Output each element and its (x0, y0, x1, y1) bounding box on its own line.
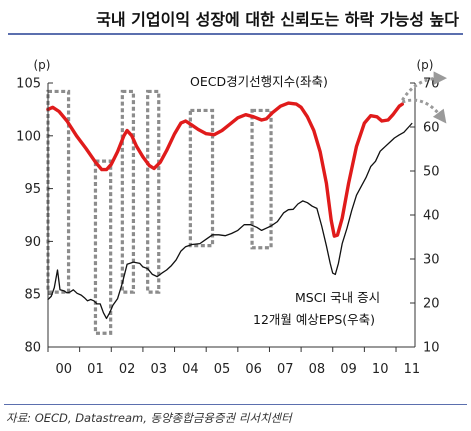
left-tick-label: 100 (16, 129, 41, 144)
right-tick-label: 40 (423, 209, 440, 224)
x-tick-label: 06 (245, 362, 262, 377)
highlight-box (250, 108, 273, 250)
x-tick-label: 11 (404, 362, 421, 377)
highlight-box (46, 89, 71, 294)
left-axis-unit: (p) (34, 58, 51, 72)
x-tick-label: 03 (150, 362, 167, 377)
series-group (46, 101, 413, 320)
right-tick-label: 20 (423, 297, 440, 312)
page-title: 국내 기업이익 성장에 대한 신뢰도는 하락 가능성 높다 (96, 10, 459, 29)
x-tick-label: 10 (372, 362, 389, 377)
oecd-leading-index-line (46, 101, 404, 238)
right-tick-label: 10 (423, 341, 440, 356)
x-tick-label: 02 (119, 362, 136, 377)
right-tick-label: 30 (423, 253, 440, 268)
left-tick-label: 90 (24, 235, 41, 250)
forecast-arrow-down (401, 98, 447, 124)
title-divider (8, 33, 463, 35)
right-tick-label: 60 (423, 121, 440, 136)
left-tick-label: 85 (24, 288, 41, 303)
forecast-arrows (401, 71, 448, 124)
legend-oecd-label: OECD경기선행지수(좌축) (190, 74, 328, 89)
x-tick-label: 00 (56, 362, 73, 377)
highlight-boxes (46, 89, 273, 335)
x-tick-label: 09 (340, 362, 357, 377)
right-axis-unit: (p) (417, 58, 434, 72)
legend-msci-label-line1: MSCI 국내 증시 (295, 290, 380, 305)
x-tick-label: 01 (87, 362, 104, 377)
highlight-box (188, 108, 215, 248)
highlight-box (146, 89, 161, 294)
left-tick-label: 95 (24, 182, 41, 197)
x-tick-label: 07 (277, 362, 294, 377)
highlight-box (93, 159, 113, 335)
legend-msci-label-line2: 12개월 예상EPS(우축) (253, 312, 375, 327)
left-tick-label: 80 (24, 341, 41, 356)
msci-eps-line (47, 122, 413, 320)
x-tick-label: 04 (182, 362, 199, 377)
forecast-arrow-up (401, 71, 448, 101)
x-tick-label: 08 (309, 362, 326, 377)
x-tick-label: 05 (214, 362, 231, 377)
left-tick-label: 105 (16, 77, 41, 92)
footer-divider (4, 404, 467, 405)
right-tick-label: 50 (423, 165, 440, 180)
source-note: 자료: OECD, Datastream, 동양종합금융증권 리서치센터 (6, 411, 292, 425)
legend-group: OECD경기선행지수(좌축) MSCI 국내 증시 12개월 예상EPS(우축) (190, 74, 380, 327)
